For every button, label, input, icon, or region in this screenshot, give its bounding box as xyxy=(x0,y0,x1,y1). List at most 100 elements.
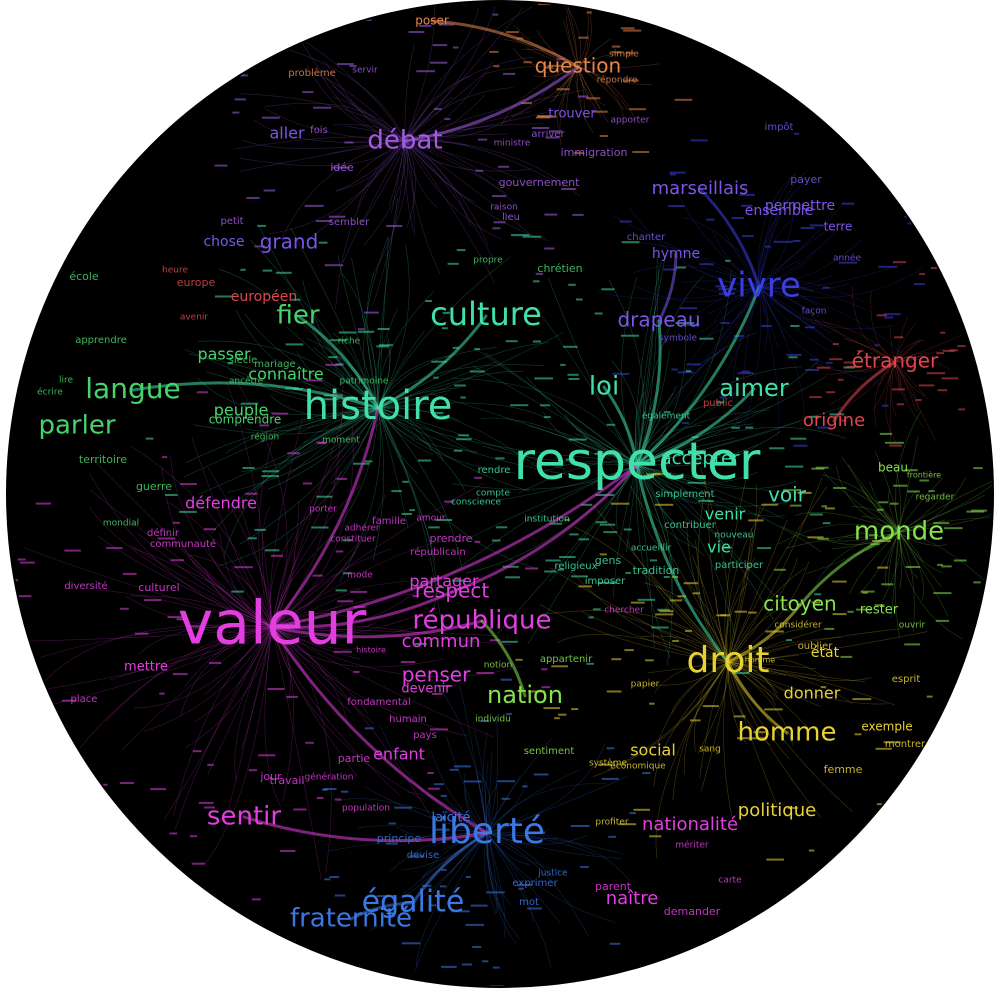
minor-word-node xyxy=(698,499,714,502)
minor-word-node xyxy=(321,398,339,401)
cluster-link xyxy=(486,715,498,834)
minor-word-node xyxy=(790,437,807,440)
cluster-link xyxy=(170,455,273,628)
minor-word-node xyxy=(624,649,634,652)
minor-word-node xyxy=(896,403,905,406)
minor-word-node xyxy=(601,288,615,291)
word-carte: carte xyxy=(718,876,742,886)
cluster-link xyxy=(486,832,557,840)
cluster-link xyxy=(137,532,273,628)
minor-word-node xyxy=(120,607,129,610)
word-parler: parler xyxy=(38,411,115,441)
cluster-link xyxy=(757,172,796,288)
cluster-link xyxy=(894,339,920,363)
cluster-link xyxy=(486,832,589,937)
cluster-link xyxy=(894,359,951,370)
graph-disc xyxy=(6,0,994,988)
minor-word-node xyxy=(816,366,831,369)
minor-word-node xyxy=(659,610,674,613)
minor-word-node xyxy=(787,807,798,809)
cluster-link xyxy=(671,661,729,713)
minor-word-node xyxy=(761,325,772,327)
minor-word-node xyxy=(629,108,646,111)
cluster-link xyxy=(636,464,797,489)
minor-word-node xyxy=(599,523,616,526)
minor-word-node xyxy=(165,494,178,496)
minor-word-node xyxy=(731,672,750,674)
minor-word-node xyxy=(630,601,645,604)
cluster-link xyxy=(758,280,864,302)
minor-word-node xyxy=(620,334,639,337)
cluster-link xyxy=(486,832,534,922)
word-enfant: enfant xyxy=(373,745,425,764)
minor-word-node xyxy=(841,202,855,205)
minor-word-node xyxy=(857,349,864,352)
cluster-link xyxy=(556,66,579,128)
minor-word-node xyxy=(334,798,342,801)
cluster-link xyxy=(133,626,273,709)
cluster-link xyxy=(894,361,902,395)
cluster-link xyxy=(404,56,534,142)
cluster-link xyxy=(496,464,638,635)
cluster-link xyxy=(727,661,809,729)
cluster-link xyxy=(207,626,273,776)
cluster-link xyxy=(465,789,488,834)
minor-word-node xyxy=(588,616,594,619)
cluster-link xyxy=(621,276,638,466)
cluster-link xyxy=(894,323,916,363)
cluster-link xyxy=(727,561,810,663)
cluster-link xyxy=(302,280,379,409)
minor-word-node xyxy=(329,339,348,342)
cluster-link xyxy=(894,531,900,638)
minor-word-node xyxy=(17,558,26,561)
cluster-link xyxy=(894,339,925,363)
cluster-link xyxy=(485,762,489,834)
minor-word-node xyxy=(338,331,357,334)
cluster-link xyxy=(240,140,406,172)
cluster-link xyxy=(636,366,802,466)
minor-word-node xyxy=(520,102,532,105)
minor-word-node xyxy=(595,494,615,496)
minor-word-node xyxy=(580,866,589,868)
minor-word-node xyxy=(441,327,448,330)
minor-word-node xyxy=(826,361,833,364)
minor-word-node xyxy=(716,401,725,404)
cluster-link xyxy=(894,361,917,412)
minor-word-node xyxy=(564,518,570,521)
minor-word-node xyxy=(329,876,340,878)
minor-word-node xyxy=(854,733,862,736)
minor-word-node xyxy=(394,806,413,809)
minor-word-node xyxy=(603,531,618,534)
minor-word-node xyxy=(668,205,685,207)
minor-word-node xyxy=(649,559,658,562)
word-culture: culture xyxy=(430,295,542,333)
cluster-link xyxy=(185,626,273,749)
minor-word-node xyxy=(461,963,473,966)
cluster-link xyxy=(758,239,863,288)
cluster-link xyxy=(842,487,900,533)
minor-word-node xyxy=(401,942,421,945)
cluster-link xyxy=(97,535,273,628)
minor-word-node xyxy=(620,27,635,30)
cluster-link xyxy=(635,261,662,466)
minor-word-node xyxy=(240,402,259,405)
cluster-link xyxy=(404,139,566,188)
cluster-link xyxy=(172,626,273,817)
cluster-link xyxy=(636,254,658,466)
cluster-link xyxy=(404,140,471,227)
minor-word-node xyxy=(598,763,612,766)
word-chose: chose xyxy=(203,234,244,250)
minor-word-node xyxy=(943,527,963,530)
cluster-link xyxy=(682,280,760,288)
minor-word-node xyxy=(543,416,551,419)
minor-word-node xyxy=(145,437,154,440)
cluster-link xyxy=(403,140,414,232)
minor-word-node xyxy=(868,534,878,537)
minor-word-node xyxy=(501,797,510,800)
minor-word-node xyxy=(933,522,950,525)
cluster-link xyxy=(636,464,791,613)
cluster-link xyxy=(549,567,729,663)
minor-word-node xyxy=(350,590,368,593)
minor-word-node xyxy=(240,268,246,271)
cluster-link xyxy=(636,464,812,494)
